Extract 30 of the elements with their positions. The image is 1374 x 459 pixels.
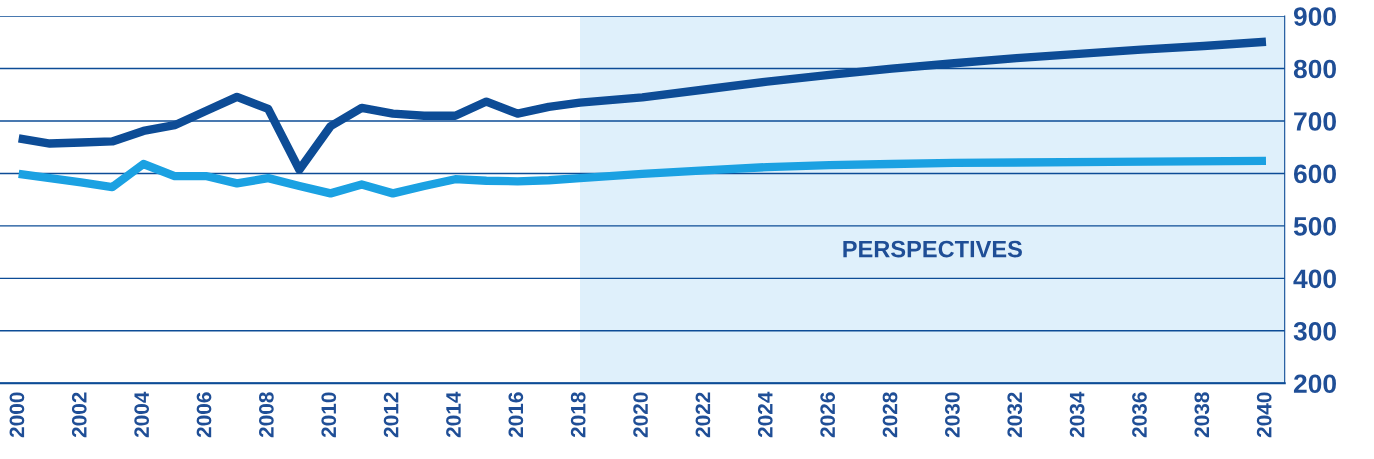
x-tick-label: 2032 bbox=[1007, 392, 1023, 438]
x-tick-label: 2040 bbox=[1256, 392, 1272, 438]
x-tick-label: 2002 bbox=[71, 392, 87, 438]
y-tick-label: 200 bbox=[1293, 374, 1336, 394]
x-tick-label: 2020 bbox=[633, 392, 648, 438]
x-tick-label: 2034 bbox=[1069, 391, 1085, 438]
y-tick-label: 900 bbox=[1293, 7, 1336, 26]
y-tick-label: 700 bbox=[1294, 112, 1336, 131]
x-tick-label: 2036 bbox=[1132, 392, 1147, 438]
y-tick-label: 500 bbox=[1293, 217, 1336, 236]
x-tick-label: 2006 bbox=[196, 392, 212, 438]
y-tick-label: 800 bbox=[1293, 59, 1336, 79]
x-tick-label: 2026 bbox=[820, 392, 836, 438]
y-tick-label: 600 bbox=[1293, 164, 1336, 184]
x-tick-label: 2038 bbox=[1194, 392, 1210, 438]
x-tick-label: 2022 bbox=[695, 392, 711, 438]
x-tick-label: 2028 bbox=[882, 392, 898, 438]
x-tick-label: 2004 bbox=[134, 391, 150, 438]
x-tick-label: 2030 bbox=[945, 392, 960, 438]
y-tick-label: 400 bbox=[1293, 269, 1336, 289]
x-tick-label: 2010 bbox=[321, 392, 337, 438]
x-tick-label: 2012 bbox=[383, 392, 399, 438]
x-tick-label: 2014 bbox=[446, 391, 461, 438]
x-tick-label: 2024 bbox=[757, 391, 773, 438]
x-tick-label: 2008 bbox=[259, 392, 274, 438]
x-tick-label: 2016 bbox=[508, 392, 524, 438]
band-label: PERSPECTIVES bbox=[843, 240, 1022, 258]
x-tick-label: 2018 bbox=[570, 392, 586, 438]
y-tick-label: 300 bbox=[1293, 321, 1336, 341]
x-tick-label: 2000 bbox=[9, 392, 25, 438]
